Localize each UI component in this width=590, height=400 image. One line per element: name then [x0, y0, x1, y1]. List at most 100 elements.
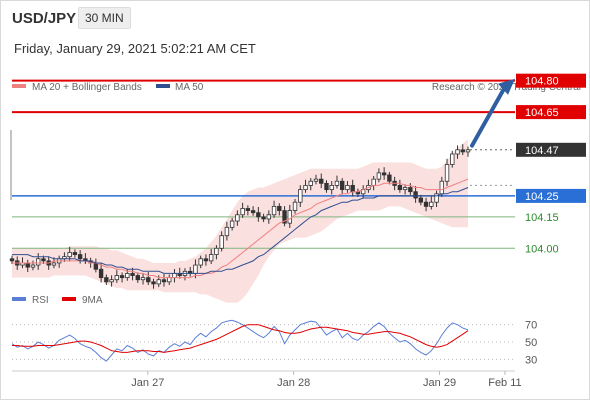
candle-body — [423, 201, 429, 207]
candle-body — [292, 201, 298, 211]
level-label-2: 104.47 — [525, 145, 559, 157]
candle-body — [72, 252, 78, 255]
candle-body — [277, 205, 282, 211]
candle-body — [109, 279, 114, 283]
candle-body — [135, 275, 140, 281]
candle-body — [161, 279, 167, 283]
rsi-tick-50: 50 — [525, 337, 537, 349]
legend-ma20-label: MA 20 + Bollinger Bands — [32, 82, 142, 93]
candle-body — [229, 220, 235, 228]
candle-body — [261, 216, 266, 220]
legend-rsi-swatch — [12, 297, 26, 301]
candle-body — [450, 153, 455, 165]
candle-body — [298, 189, 303, 203]
candle-body — [381, 172, 387, 176]
candle-body — [324, 182, 329, 191]
x-tick-2: Jan 29 — [423, 377, 456, 389]
candle-body — [146, 277, 151, 283]
legend-ma20-swatch — [12, 84, 26, 88]
candle-body — [429, 201, 434, 207]
candle-body — [245, 208, 251, 211]
rsi-9ma-line — [12, 324, 469, 353]
candle-body — [444, 164, 450, 182]
candle-body — [319, 178, 324, 184]
candle-body — [214, 247, 219, 255]
candle-body — [434, 193, 439, 203]
candle-body — [235, 214, 240, 222]
candle-body — [313, 178, 319, 182]
legend-9ma-swatch — [62, 297, 76, 301]
datetime-label: Friday, January 29, 2021 5:02:21 AM CET — [14, 41, 256, 56]
candle-body — [219, 235, 224, 249]
rsi-tick-70: 70 — [525, 320, 537, 332]
candle-body — [387, 174, 392, 182]
x-tick-1: Jan 28 — [277, 377, 310, 389]
legend-9ma-label: 9MA — [82, 295, 103, 306]
candle-body — [172, 273, 177, 279]
level-label-0: 104.80 — [525, 76, 559, 88]
candle-body — [334, 180, 340, 186]
candle-body — [151, 281, 156, 285]
level-tag-0 — [516, 73, 586, 88]
forecast-arrow-head — [498, 78, 515, 95]
candle-body — [125, 273, 130, 279]
candle-body — [240, 208, 245, 216]
candle-body — [439, 180, 444, 195]
level-label-1: 104.65 — [525, 107, 559, 119]
candle-body — [104, 277, 109, 283]
candle-body — [51, 262, 57, 266]
candle-body — [9, 258, 15, 262]
candle-body — [271, 205, 277, 216]
bollinger-band — [12, 139, 468, 303]
candle-body — [397, 185, 403, 191]
candle-body — [308, 180, 313, 186]
legend-rsi-label: RSI — [32, 295, 49, 306]
candle-body — [329, 185, 334, 191]
rsi-line — [11, 319, 469, 362]
level-label-3: 104.25 — [525, 191, 559, 203]
candle-body — [465, 149, 471, 153]
ma20-line — [12, 178, 469, 279]
legend-ma50-swatch — [156, 84, 170, 88]
candle-body — [371, 178, 376, 186]
candle-body — [156, 279, 161, 285]
candle-body — [140, 277, 146, 281]
candle-body — [30, 264, 36, 268]
candle-body — [282, 210, 287, 224]
legend-ma50-label: MA 50 — [175, 82, 204, 93]
candle-body — [203, 258, 209, 262]
candle-body — [266, 214, 272, 220]
candle-body — [460, 149, 465, 153]
symbol-title: USD/JPY — [12, 10, 77, 27]
candle-body — [250, 210, 256, 214]
level-label-5: 104.00 — [525, 243, 559, 255]
candle-body — [413, 191, 418, 199]
candle-body — [418, 197, 424, 203]
rsi-tick-30: 30 — [525, 354, 537, 366]
candle-body — [455, 149, 460, 155]
level-tag-3 — [516, 188, 586, 203]
candle-body — [208, 254, 214, 262]
candle-body — [25, 262, 30, 268]
candle-body — [350, 185, 355, 193]
candle-body — [36, 258, 41, 266]
candle-body — [98, 268, 104, 279]
timeframe-badge[interactable]: 30 MIN — [78, 7, 131, 29]
candle-body — [303, 185, 308, 191]
level-label-4: 104.15 — [525, 212, 559, 224]
candle-body — [408, 187, 413, 193]
level-tag-1 — [516, 105, 586, 120]
candle-body — [130, 273, 135, 276]
candle-body — [119, 275, 125, 279]
candle-body — [224, 226, 230, 237]
candle-body — [67, 252, 72, 258]
ma50-line — [12, 187, 469, 274]
candle-body — [345, 185, 350, 191]
candle-body — [402, 187, 408, 191]
x-tick-0: Jan 27 — [131, 377, 164, 389]
candle-body — [256, 212, 261, 218]
candle-body — [287, 210, 292, 224]
level-tag-2 — [516, 142, 586, 157]
candle-body — [167, 277, 172, 283]
candle-body — [193, 264, 198, 274]
